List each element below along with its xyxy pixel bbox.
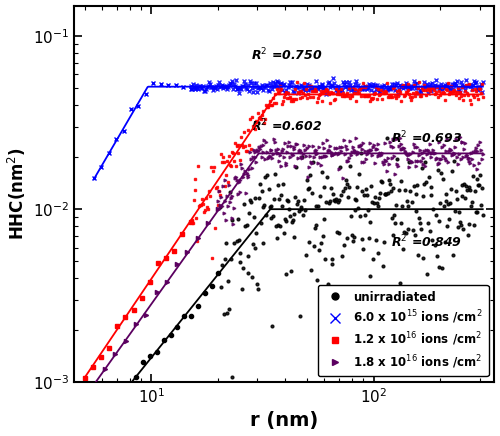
Text: R$^2$ =0.693: R$^2$ =0.693 [391,130,462,146]
Y-axis label: HHC(nm$^2$): HHC(nm$^2$) [6,147,28,240]
X-axis label: r (nm): r (nm) [250,412,318,430]
Text: R$^2$ =0.602: R$^2$ =0.602 [251,118,322,135]
Text: R$^2$ =0.750: R$^2$ =0.750 [251,47,322,64]
Legend: unirradiated, 6.0 x 10$^{15}$ ions /cm$^2$, 1.2 x 10$^{16}$ ions /cm$^2$, 1.8 x : unirradiated, 6.0 x 10$^{15}$ ions /cm$^… [318,285,488,376]
Text: R$^2$ =0.849: R$^2$ =0.849 [391,234,462,251]
